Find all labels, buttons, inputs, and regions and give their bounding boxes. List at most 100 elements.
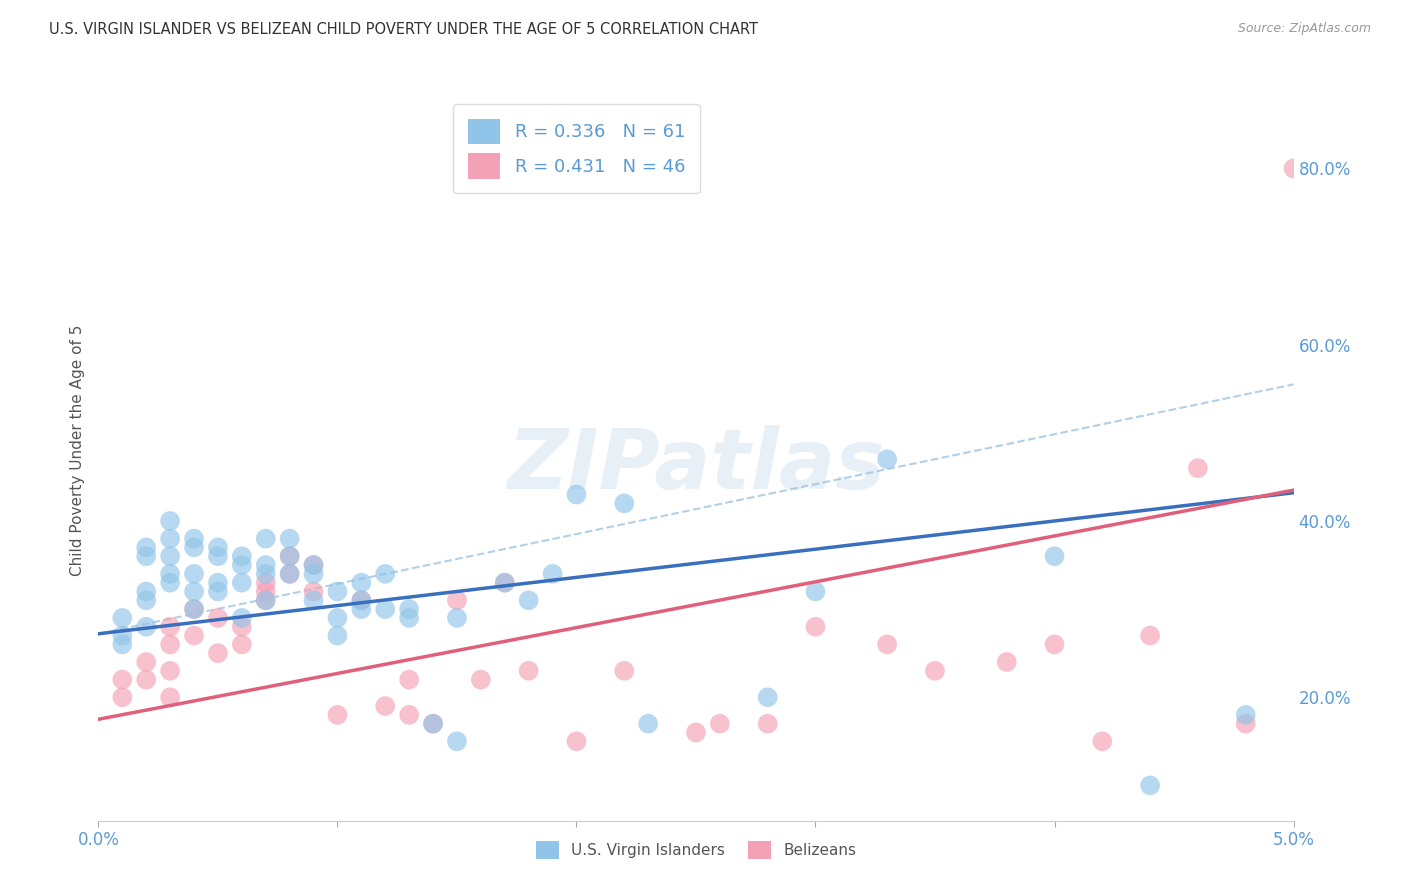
Point xyxy=(1282,161,1305,176)
Point xyxy=(398,707,420,722)
Point xyxy=(804,584,827,599)
Point xyxy=(135,549,157,564)
Point xyxy=(231,620,253,634)
Point xyxy=(302,566,325,581)
Point xyxy=(159,690,181,705)
Point xyxy=(111,611,134,625)
Point xyxy=(350,575,373,590)
Point xyxy=(111,628,134,642)
Point xyxy=(278,549,301,564)
Point xyxy=(517,664,540,678)
Point xyxy=(135,593,157,607)
Text: Source: ZipAtlas.com: Source: ZipAtlas.com xyxy=(1237,22,1371,36)
Point xyxy=(159,532,181,546)
Point xyxy=(159,549,181,564)
Point xyxy=(350,593,373,607)
Point xyxy=(613,496,636,510)
Point xyxy=(159,566,181,581)
Point xyxy=(876,637,898,651)
Point xyxy=(422,716,444,731)
Point xyxy=(183,602,205,616)
Point xyxy=(254,593,277,607)
Point xyxy=(207,549,229,564)
Point xyxy=(756,690,779,705)
Point xyxy=(374,699,396,714)
Point xyxy=(183,584,205,599)
Text: U.S. VIRGIN ISLANDER VS BELIZEAN CHILD POVERTY UNDER THE AGE OF 5 CORRELATION CH: U.S. VIRGIN ISLANDER VS BELIZEAN CHILD P… xyxy=(49,22,758,37)
Point xyxy=(709,716,731,731)
Point xyxy=(565,734,588,748)
Point xyxy=(207,646,229,660)
Point xyxy=(207,541,229,555)
Point xyxy=(398,611,420,625)
Point xyxy=(374,566,396,581)
Point xyxy=(637,716,659,731)
Point xyxy=(565,487,588,501)
Point xyxy=(1043,637,1066,651)
Point xyxy=(278,566,301,581)
Point xyxy=(326,628,349,642)
Y-axis label: Child Poverty Under the Age of 5: Child Poverty Under the Age of 5 xyxy=(69,325,84,576)
Point xyxy=(111,637,134,651)
Point xyxy=(350,602,373,616)
Point xyxy=(876,452,898,467)
Point xyxy=(254,566,277,581)
Point xyxy=(135,673,157,687)
Point xyxy=(422,716,444,731)
Point xyxy=(326,707,349,722)
Point xyxy=(517,593,540,607)
Point xyxy=(135,620,157,634)
Point xyxy=(111,690,134,705)
Point xyxy=(278,566,301,581)
Point xyxy=(254,593,277,607)
Point xyxy=(398,673,420,687)
Point xyxy=(254,575,277,590)
Point xyxy=(613,664,636,678)
Point xyxy=(159,620,181,634)
Point xyxy=(302,584,325,599)
Point xyxy=(541,566,564,581)
Point xyxy=(254,584,277,599)
Point xyxy=(1234,716,1257,731)
Point xyxy=(231,575,253,590)
Point xyxy=(374,602,396,616)
Point xyxy=(1091,734,1114,748)
Point xyxy=(326,611,349,625)
Point xyxy=(231,611,253,625)
Point xyxy=(470,673,492,687)
Point xyxy=(494,575,516,590)
Point xyxy=(135,541,157,555)
Point xyxy=(302,593,325,607)
Point xyxy=(231,637,253,651)
Point xyxy=(231,549,253,564)
Point xyxy=(494,575,516,590)
Point xyxy=(254,532,277,546)
Point xyxy=(446,593,468,607)
Point xyxy=(207,575,229,590)
Point xyxy=(159,637,181,651)
Point xyxy=(1139,628,1161,642)
Point xyxy=(685,725,707,739)
Point xyxy=(995,655,1018,669)
Point xyxy=(159,514,181,528)
Point xyxy=(350,593,373,607)
Point xyxy=(111,673,134,687)
Point xyxy=(183,532,205,546)
Point xyxy=(183,541,205,555)
Point xyxy=(278,549,301,564)
Point xyxy=(278,532,301,546)
Point xyxy=(302,558,325,572)
Point xyxy=(924,664,946,678)
Point xyxy=(1187,461,1209,475)
Point xyxy=(207,584,229,599)
Point xyxy=(183,566,205,581)
Point xyxy=(183,602,205,616)
Point xyxy=(159,575,181,590)
Point xyxy=(302,558,325,572)
Point xyxy=(135,655,157,669)
Point xyxy=(231,558,253,572)
Point xyxy=(1234,707,1257,722)
Point xyxy=(446,611,468,625)
Legend: U.S. Virgin Islanders, Belizeans: U.S. Virgin Islanders, Belizeans xyxy=(530,835,862,865)
Point xyxy=(398,602,420,616)
